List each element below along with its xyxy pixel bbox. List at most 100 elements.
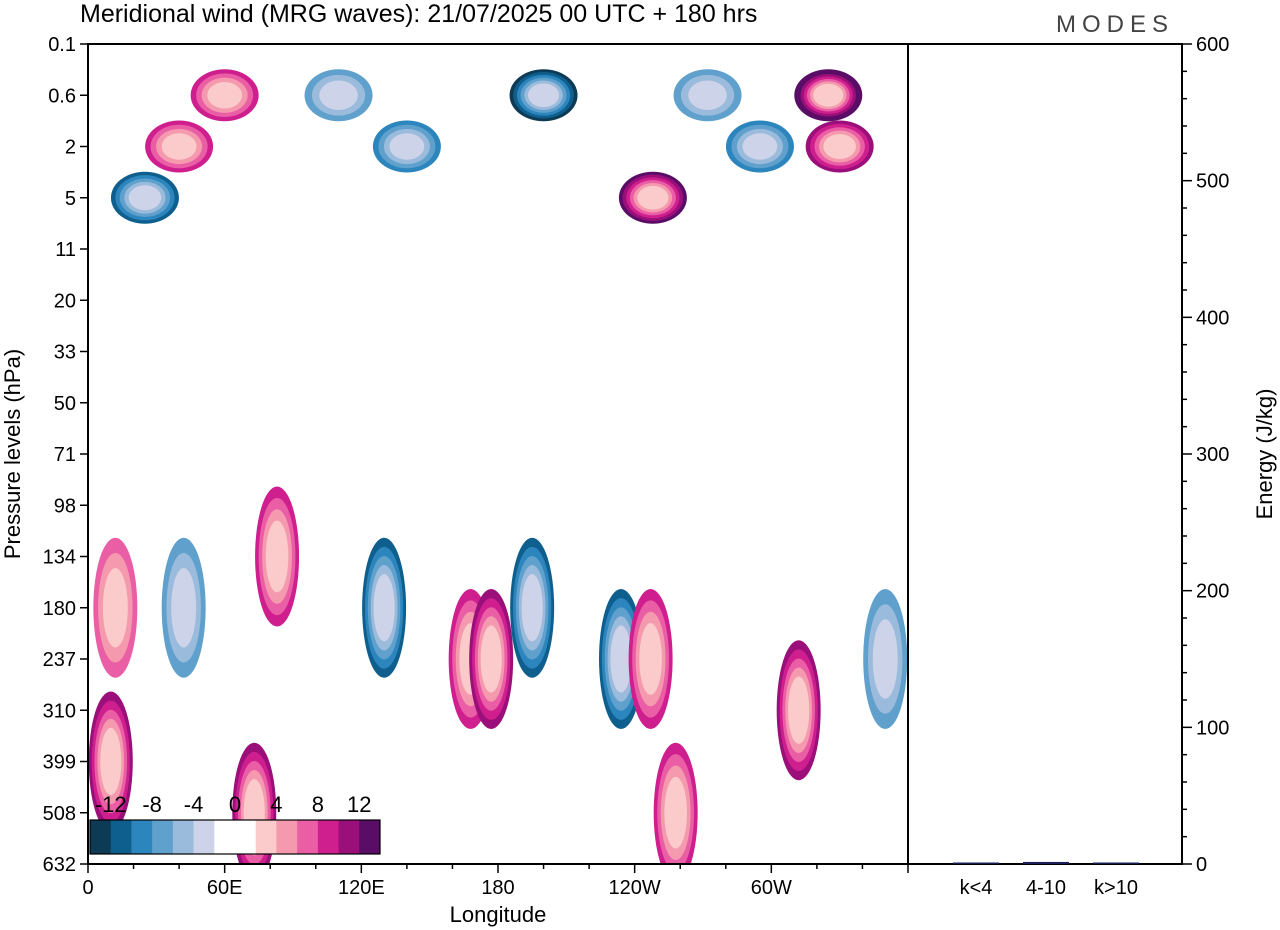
wind-anomaly-feature xyxy=(88,691,133,832)
colorbar-swatch xyxy=(255,820,277,854)
contour-band xyxy=(527,83,560,108)
y-tick-label: 237 xyxy=(43,649,76,671)
y-tick-label: 508 xyxy=(43,803,76,825)
y-tick-label: 180 xyxy=(43,598,76,620)
contour-band xyxy=(742,133,778,160)
colorbar-label: 8 xyxy=(312,792,324,817)
wind-anomaly-feature xyxy=(725,120,794,173)
energy-tick-label: 600 xyxy=(1196,34,1229,56)
y-tick-label: 632 xyxy=(43,854,76,876)
y-tick-label: 0.1 xyxy=(48,34,76,56)
y-tick-label: 2 xyxy=(65,137,76,159)
y-tick-label: 399 xyxy=(43,752,76,774)
wind-anomaly-feature xyxy=(673,69,742,122)
contour-plot-area xyxy=(88,44,908,864)
contour-band xyxy=(319,80,358,110)
contour-band xyxy=(207,81,243,109)
wind-anomaly-feature xyxy=(190,69,259,122)
colorbar-label: -8 xyxy=(142,792,162,817)
wind-anomaly-feature xyxy=(509,69,578,122)
energy-bar-4-10 xyxy=(1023,861,1069,864)
x-tick-label: 0 xyxy=(82,877,93,899)
energy-bar-chart: 0 100 200 300 400 500 600 k<4 4-10 k>10 xyxy=(953,34,1229,899)
contour-band xyxy=(664,776,687,849)
y-tick-label: 134 xyxy=(43,547,76,569)
contour-band xyxy=(161,133,197,160)
y-tick-label: 50 xyxy=(54,393,76,415)
colorbar-swatch xyxy=(359,820,381,854)
x-tick-label: 180 xyxy=(481,877,514,899)
colorbar-swatch xyxy=(110,820,132,854)
energy-bar-k<4 xyxy=(953,862,999,864)
x-tick-label: 60W xyxy=(751,877,792,899)
wind-anomaly-feature xyxy=(618,171,687,224)
wind-anomaly-feature xyxy=(510,537,555,678)
colorbar-label: 0 xyxy=(229,792,241,817)
chart-title: Meridional wind (MRG waves): 21/07/2025 … xyxy=(80,0,757,28)
x-tick-label: 120W xyxy=(609,877,661,899)
wind-anomaly-feature xyxy=(362,537,407,678)
y-tick-label: 33 xyxy=(54,342,76,364)
x-tick-label: 60E xyxy=(207,877,243,899)
wind-anomaly-feature xyxy=(145,120,214,173)
colorbar-label: 4 xyxy=(270,792,282,817)
wind-anomaly-feature xyxy=(805,120,874,173)
energy-axis-label: Energy (J/kg) xyxy=(1252,389,1277,520)
y-axis-label: Pressure levels (hPa) xyxy=(0,349,25,559)
colorbar-swatch xyxy=(90,820,112,854)
contour-band xyxy=(171,568,197,648)
contour-band xyxy=(100,727,122,796)
contour-band xyxy=(373,574,395,642)
contour-band xyxy=(813,83,844,107)
contour-band xyxy=(102,568,128,648)
energy-bar-k>10 xyxy=(1093,862,1139,864)
colorbar-swatch xyxy=(172,820,195,854)
colorbar: -12 -8 -4 0 4 8 12 xyxy=(89,792,381,855)
x-axis-label: Longitude xyxy=(450,902,547,927)
x-tick-label: 120E xyxy=(338,877,385,899)
colorbar-swatch xyxy=(152,820,174,854)
colorbar-swatch xyxy=(214,820,236,854)
contour-band xyxy=(521,574,543,642)
contour-band xyxy=(610,625,632,693)
energy-tick-label: 400 xyxy=(1196,307,1229,329)
colorbar-swatch xyxy=(317,820,340,854)
pressure-axis: 0.1 0.6 2 5 11 20 33 50 71 98 134 180 237 310 399 508 63… xyxy=(43,34,88,876)
wind-anomaly-feature xyxy=(469,589,514,729)
y-tick-label: 11 xyxy=(55,239,76,261)
energy-tick-label: 100 xyxy=(1196,717,1229,739)
wind-anomaly-feature xyxy=(372,120,441,173)
y-tick-label: 5 xyxy=(65,188,76,210)
energy-category-label: k>10 xyxy=(1094,877,1138,899)
y-tick-label: 20 xyxy=(54,290,76,312)
contour-band xyxy=(128,185,162,211)
wind-anomaly-feature xyxy=(863,589,908,729)
energy-tick-label: 300 xyxy=(1196,444,1229,466)
wind-anomaly-feature xyxy=(776,640,821,781)
colorbar-swatch xyxy=(131,820,153,854)
wind-anomaly-feature xyxy=(653,742,698,864)
wind-anomaly-feature xyxy=(93,537,138,678)
wind-anomaly-feature xyxy=(628,589,673,729)
energy-tick-label: 0 xyxy=(1196,854,1207,876)
wind-anomaly-feature xyxy=(794,69,863,122)
contour-band xyxy=(639,623,662,695)
longitude-axis: 0 60E 120E 180 120W 60W xyxy=(82,864,909,899)
y-tick-label: 0.6 xyxy=(48,85,76,107)
brand-logo: MODES xyxy=(1056,11,1174,38)
energy-category-label: k<4 xyxy=(960,877,993,899)
contour-band xyxy=(688,80,727,110)
contour-band xyxy=(788,676,810,744)
energy-plot-frame xyxy=(907,43,1183,865)
colorbar-label: 12 xyxy=(347,792,371,817)
colorbar-swatch xyxy=(297,820,319,854)
energy-tick-label: 500 xyxy=(1196,171,1229,193)
energy-category-label: 4-10 xyxy=(1026,877,1066,899)
colorbar-swatch xyxy=(235,820,257,854)
contour-band xyxy=(872,619,898,699)
y-tick-label: 98 xyxy=(54,495,76,517)
wind-anomaly-feature xyxy=(161,537,206,678)
colorbar-label: -12 xyxy=(95,792,127,817)
colorbar-swatch xyxy=(338,820,360,854)
